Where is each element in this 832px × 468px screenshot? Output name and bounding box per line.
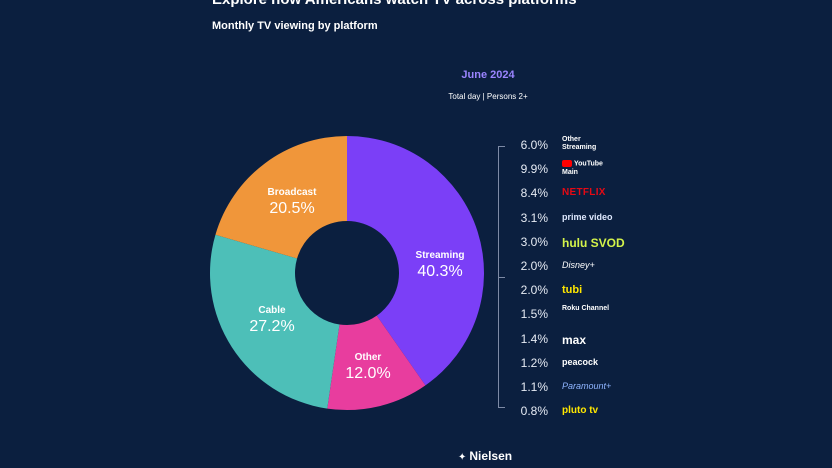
page-title: Explore how Americans watch TV across pl… (212, 0, 577, 8)
breakdown-name: max (562, 332, 587, 347)
breakdown-value: 1.2% (520, 355, 548, 370)
breakdown-name: tubi (562, 284, 583, 297)
youtube-play-icon (562, 160, 572, 168)
breakdown-name: hulu SVOD (562, 235, 625, 250)
streaming-breakdown-list: 6.0% Other Streaming 9.9% YouTube Main 8… (512, 133, 625, 423)
breakdown-row-prime-video: 3.1% prime video (512, 206, 622, 230)
bracket-bottom-tick (499, 407, 505, 408)
breakdown-value: 2.0% (520, 258, 548, 273)
breakdown-value: 6.0% (520, 138, 548, 152)
brand-name: Nielsen (469, 449, 513, 463)
breakdown-value: 0.8% (520, 404, 548, 419)
breakdown-name: Disney+ (562, 259, 595, 270)
breakdown-name: NETFLIX (562, 187, 606, 199)
period-label: June 2024 (461, 69, 515, 81)
breakdown-name: Paramount+ (562, 380, 612, 391)
chart-subtitle: Monthly TV viewing by platform (212, 20, 378, 32)
slice-streaming (347, 136, 484, 386)
slice-value-label: 20.5% (269, 200, 314, 217)
breakdown-row-roku: 1.5% Roku Channel (512, 302, 622, 326)
bracket-mid-tick (499, 277, 505, 278)
slice-other (327, 315, 426, 410)
breakdown-value: 3.1% (520, 210, 548, 225)
period-sublabel: Total day | Persons 2+ (448, 92, 528, 101)
breakdown-name: peacock (562, 356, 599, 367)
slice-value-label: 40.3% (417, 263, 462, 280)
bracket-top-tick (499, 146, 505, 147)
slice-value-label: 27.2% (249, 318, 294, 335)
breakdown-value: 1.5% (520, 307, 548, 322)
breakdown-value: 9.9% (520, 162, 548, 177)
breakdown-row-youtube: 9.9% YouTube Main (512, 157, 622, 181)
streaming-bracket (498, 146, 505, 408)
breakdown-value: 1.4% (520, 331, 548, 346)
slice-value-label: 12.0% (345, 365, 390, 382)
breakdown-value: 1.1% (520, 379, 548, 394)
breakdown-value: 8.4% (520, 186, 548, 201)
breakdown-name: prime video (562, 211, 613, 222)
breakdown-name: Roku Channel (562, 305, 610, 313)
nielsen-mark-icon: ✦ (458, 452, 467, 463)
breakdown-name: Other Streaming (562, 136, 597, 151)
breakdown-row-max: 1.4% max (512, 327, 622, 351)
slice-name-label: Streaming (416, 250, 465, 261)
breakdown-value: 2.0% (520, 283, 548, 298)
breakdown-name: pluto tv (562, 405, 599, 417)
breakdown-name: YouTube Main (562, 160, 603, 176)
breakdown-row-other-streaming: 6.0% Other Streaming (512, 133, 622, 157)
nielsen-logo: ✦ Nielsen (458, 449, 512, 463)
breakdown-name-wrap: YouTube Main (562, 160, 612, 176)
breakdown-value: 3.0% (520, 234, 548, 249)
breakdown-row-hulu: 3.0% hulu SVOD (512, 230, 625, 254)
slice-name-label: Broadcast (268, 187, 318, 198)
breakdown-row-pluto: 0.8% pluto tv (512, 399, 622, 423)
breakdown-row-peacock: 1.2% peacock (512, 351, 622, 375)
breakdown-row-tubi: 2.0% tubi (512, 278, 622, 302)
slice-name-label: Cable (258, 305, 286, 316)
slice-name-label: Other (355, 352, 382, 363)
breakdown-row-disney: 2.0% Disney+ (512, 254, 622, 278)
breakdown-row-paramount: 1.1% Paramount+ (512, 375, 622, 399)
slice-broadcast (215, 136, 347, 259)
breakdown-row-netflix: 8.4% NETFLIX (512, 181, 622, 205)
slice-cable (209, 234, 340, 409)
